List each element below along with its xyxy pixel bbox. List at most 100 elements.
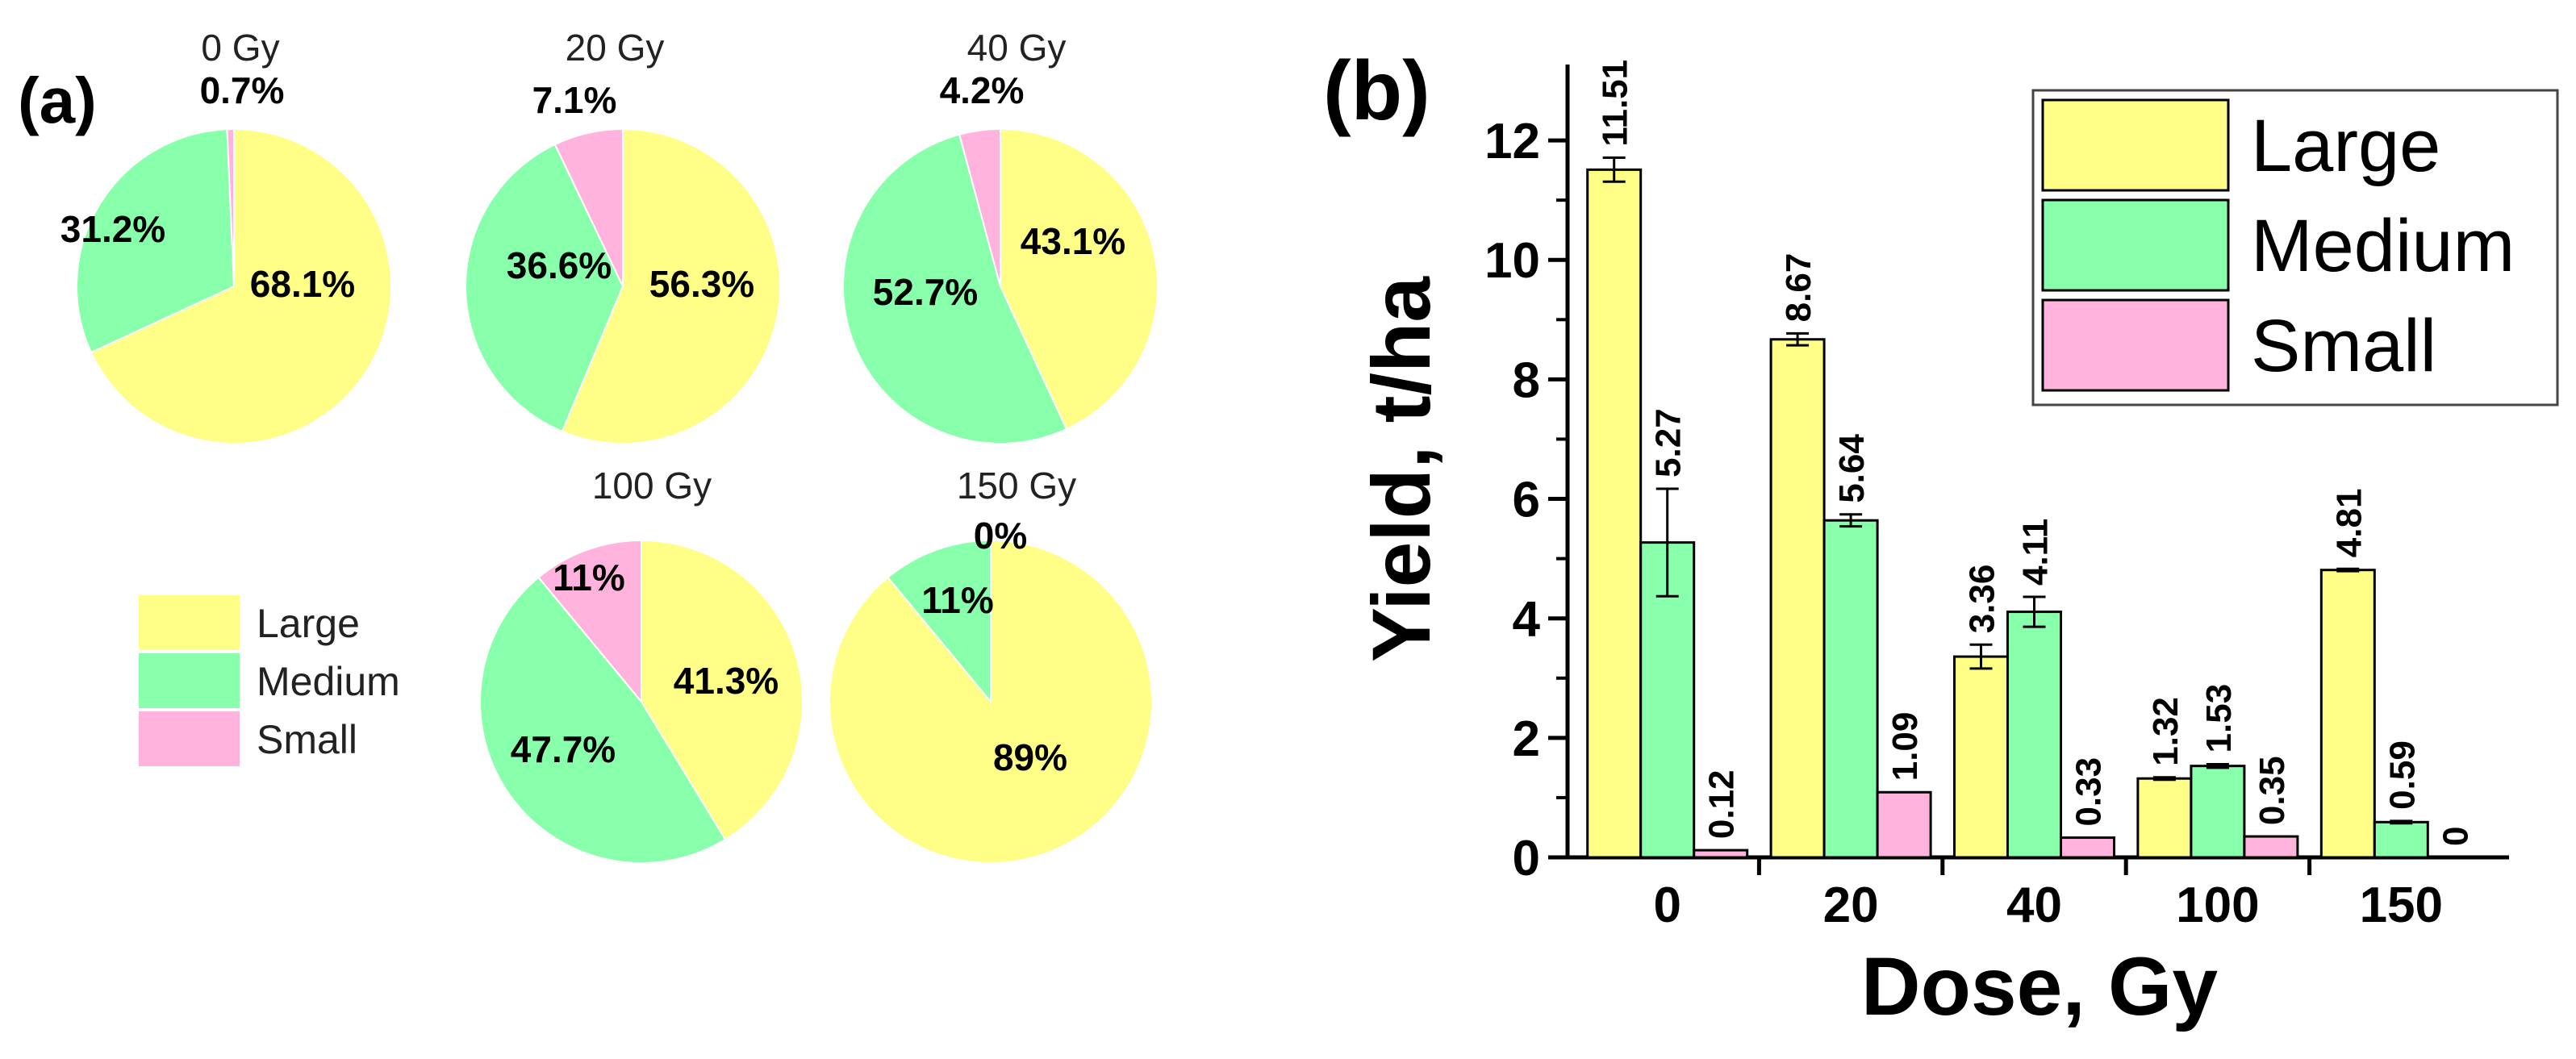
pie-slice-small (958, 127, 1001, 287)
pie-title: 100 Gy (592, 465, 712, 507)
panel-b-label: (b) (1323, 44, 1430, 138)
pie-chart-40-gy: 40 Gy 43.1% 52.7% 4.2% (842, 27, 1159, 444)
pie-label-large: 89% (993, 736, 1067, 778)
error-bar (1839, 513, 1863, 528)
bar-medium-150 (2373, 820, 2429, 859)
legend-swatch-small (2041, 298, 2230, 392)
y-tick-label: 6 (1513, 473, 1540, 528)
pie-slice-medium (465, 143, 624, 433)
pie-title: 20 Gy (566, 27, 665, 69)
pie-label-small: 0% (974, 515, 1027, 557)
legend-label-small: Small (257, 717, 357, 762)
pie-label-large: 68.1% (250, 263, 355, 305)
legend-label-medium: Medium (2251, 205, 2515, 287)
data-label-medium: 4.11 (2016, 519, 2056, 586)
data-label-medium: 5.64 (1832, 434, 1872, 503)
x-tick-label: 40 (2006, 878, 2062, 933)
y-tick-label: 12 (1484, 114, 1540, 169)
bar-small-0 (1693, 848, 1749, 859)
legend-swatch-medium (139, 653, 240, 708)
bar-medium-40 (2006, 611, 2062, 859)
error-bar (2390, 819, 2413, 825)
y-tick-label: 8 (1513, 352, 1540, 408)
x-tick-label: 100 (2176, 878, 2259, 933)
pie-label-medium: 31.2% (61, 208, 165, 250)
pie-label-large: 56.3% (649, 263, 754, 305)
pie-slice-large (90, 127, 392, 444)
pie-chart-20-gy: 20 Gy 56.3% 36.6% 7.1% (465, 27, 781, 444)
data-label-large: 3.36 (1963, 565, 2002, 634)
pie-label-medium: 52.7% (873, 271, 978, 313)
legend-label-large: Large (2251, 105, 2440, 187)
error-bar (1969, 643, 1993, 670)
data-label-large: 11.51 (1596, 60, 1635, 147)
x-axis-title: Dose, Gy (1861, 940, 2218, 1032)
bar-large-40 (1953, 655, 2009, 859)
pie-label-large: 43.1% (1021, 220, 1125, 262)
error-bar (1602, 156, 1626, 183)
x-tick-label: 20 (1823, 878, 1879, 933)
data-label-small: 0.33 (2069, 757, 2109, 827)
legend-swatch-large (2041, 98, 2230, 192)
legend-swatch-large (139, 595, 240, 650)
pie-slice-small (537, 539, 642, 704)
bar-large-0 (1586, 168, 1643, 859)
bar-medium-100 (2190, 765, 2246, 859)
bar-medium-20 (1822, 519, 1879, 859)
panel-a-label: (a) (18, 65, 97, 136)
pie-slice-medium (842, 133, 1068, 444)
data-label-large: 8.67 (1779, 253, 1818, 323)
data-label-large: 4.81 (2329, 489, 2369, 558)
y-tick-label: 10 (1484, 233, 1540, 289)
panel-a-legend: Large Medium Small (139, 595, 400, 766)
pie-label-small: 0.7% (200, 69, 285, 111)
pie-chart-100-gy: 100 Gy 41.3% 47.7% 11% (478, 465, 804, 864)
error-bar (1786, 331, 1810, 347)
bar-large-150 (2319, 569, 2376, 859)
pie-label-medium: 47.7% (511, 728, 616, 770)
legend-label-medium: Medium (257, 659, 400, 704)
data-label-medium: 1.53 (2199, 684, 2239, 753)
panel-b: (b) 0 2 4 6 8 10 12 0 11.51 5.27 0.12 20 8.67 5.64 1.0… (1323, 44, 2559, 1032)
pie-label-medium: 36.6% (507, 244, 612, 286)
x-tick-label: 0 (1653, 878, 1680, 933)
legend-swatch-medium (2041, 198, 2230, 292)
pie-slice-small (226, 127, 235, 287)
data-label-small: 0.12 (1702, 769, 1742, 839)
data-label-small: 1.09 (1885, 712, 1925, 782)
data-label-large: 1.32 (2146, 697, 2186, 766)
bar-chart: 0 2 4 6 8 10 12 0 11.51 5.27 0.12 20 8.67 5.64 1.09 40 3… (1355, 60, 2559, 1032)
pie-slice-large (1000, 127, 1159, 431)
error-bar (1655, 487, 1679, 598)
data-label-medium: 5.27 (1649, 408, 1689, 477)
pie-title: 40 Gy (967, 27, 1067, 69)
error-bar (2206, 762, 2229, 769)
pie-label-medium: 11% (921, 579, 994, 621)
y-axis-title: Yield, t/ha (1355, 276, 1447, 662)
pie-slice-medium (76, 128, 236, 354)
y-tick-label: 2 (1513, 711, 1540, 767)
pie-label-small: 7.1% (532, 79, 617, 121)
pie-charts: 0 Gy 68.1% 31.2% 0.7% 20 Gy 56.3% 36.6% 7.1% 40 … (61, 27, 1159, 864)
legend-label-small: Small (2251, 305, 2436, 387)
data-label-medium: 0.59 (2382, 740, 2422, 810)
pie-title: 150 Gy (957, 465, 1076, 507)
y-tick-label: 4 (1513, 592, 1541, 648)
bar-small-40 (2060, 836, 2115, 859)
error-bar (2023, 595, 2046, 628)
pie-slice-large (641, 539, 804, 841)
bar-legend: Large Medium Small (2031, 89, 2559, 407)
pie-slice-medium (478, 576, 727, 864)
pie-slice-large (561, 127, 781, 444)
bar-small-100 (2243, 835, 2299, 859)
panel-a: (a) 0 Gy 68.1% 31.2% 0.7% 20 Gy 56.3% 36.6% 7.1… (18, 27, 1159, 864)
pie-label-small: 11% (553, 557, 625, 598)
bar-large-100 (2136, 777, 2193, 859)
y-tick-label: 0 (1513, 831, 1540, 886)
data-label-small: 0.35 (2252, 756, 2292, 825)
pie-slice-large (829, 539, 1153, 864)
pie-chart-0-gy: 0 Gy 68.1% 31.2% 0.7% (61, 27, 392, 444)
bar-small-20 (1876, 790, 1932, 859)
pie-label-large: 41.3% (674, 660, 779, 702)
